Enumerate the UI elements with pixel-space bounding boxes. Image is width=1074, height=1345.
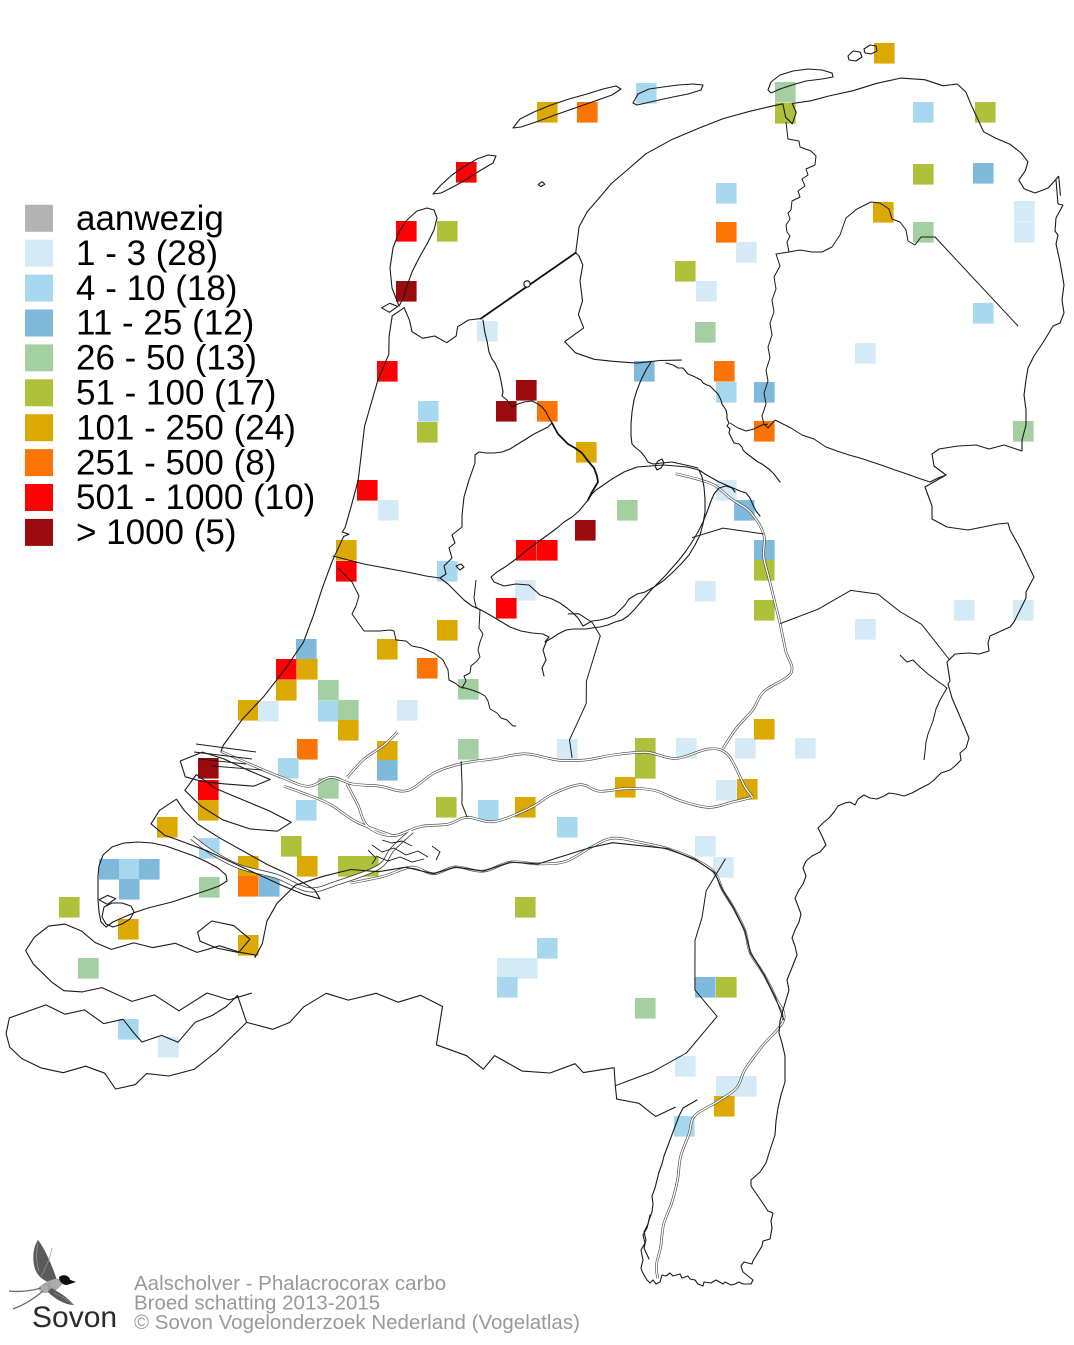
svg-text:© Sovon Vogelonderzoek Nederla: © Sovon Vogelonderzoek Nederland (Vogela… — [134, 1311, 580, 1334]
svg-text:Sovon: Sovon — [32, 1301, 117, 1334]
svg-text:> 1000 (5): > 1000 (5) — [76, 513, 237, 552]
svg-text:aanwezig: aanwezig — [76, 199, 224, 238]
svg-text:26 - 50 (13): 26 - 50 (13) — [76, 339, 257, 378]
svg-text:1 - 3 (28): 1 - 3 (28) — [76, 234, 218, 273]
svg-text:101 - 250 (24): 101 - 250 (24) — [76, 408, 296, 447]
svg-text:11 - 25 (12): 11 - 25 (12) — [76, 304, 254, 343]
svg-text:4 - 10 (18): 4 - 10 (18) — [76, 269, 237, 308]
svg-text:501 - 1000 (10): 501 - 1000 (10) — [76, 478, 315, 517]
svg-text:Aalscholver - Phalacrocorax ca: Aalscholver - Phalacrocorax carbo — [134, 1272, 446, 1295]
svg-text:251 - 500 (8): 251 - 500 (8) — [76, 443, 276, 482]
svg-text:51 - 100 (17): 51 - 100 (17) — [76, 374, 276, 413]
svg-text:Broed schatting 2013-2015: Broed schatting 2013-2015 — [134, 1292, 380, 1315]
